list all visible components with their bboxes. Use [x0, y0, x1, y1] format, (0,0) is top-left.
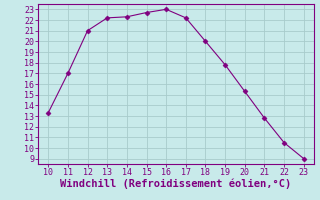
X-axis label: Windchill (Refroidissement éolien,°C): Windchill (Refroidissement éolien,°C) [60, 179, 292, 189]
